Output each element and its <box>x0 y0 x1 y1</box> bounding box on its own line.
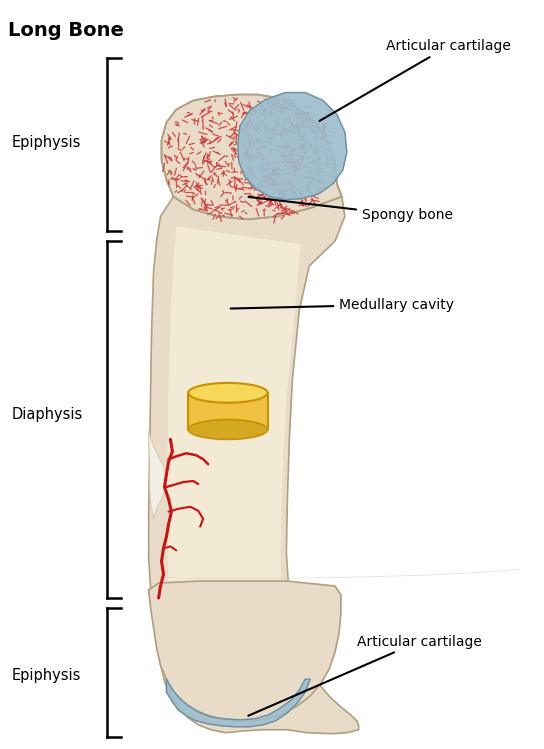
Polygon shape <box>149 197 358 734</box>
Text: Long Bone: Long Bone <box>8 21 124 40</box>
Polygon shape <box>166 679 310 727</box>
Polygon shape <box>162 94 342 219</box>
Polygon shape <box>162 94 342 219</box>
Ellipse shape <box>188 419 268 440</box>
Polygon shape <box>168 226 301 588</box>
Text: Epiphysis: Epiphysis <box>12 668 81 683</box>
Text: Articular cartilage: Articular cartilage <box>319 39 511 121</box>
Text: Epiphysis: Epiphysis <box>12 135 81 150</box>
Text: Medullary cavity: Medullary cavity <box>231 297 454 312</box>
Text: Diaphysis: Diaphysis <box>12 407 83 422</box>
Polygon shape <box>149 197 358 734</box>
Text: Articular cartilage: Articular cartilage <box>248 634 481 716</box>
Text: Spongy bone: Spongy bone <box>249 197 453 222</box>
Polygon shape <box>149 431 166 518</box>
Polygon shape <box>238 93 347 199</box>
Bar <box>188 392 268 429</box>
Polygon shape <box>149 581 341 721</box>
Ellipse shape <box>188 383 268 403</box>
